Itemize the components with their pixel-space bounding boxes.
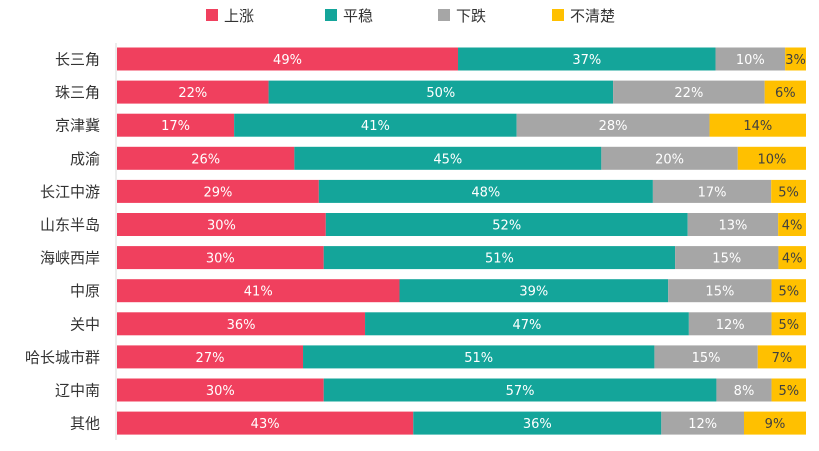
legend-label: 下跌 [456, 7, 486, 25]
legend-swatch [325, 9, 337, 21]
data-label: 50% [426, 86, 455, 101]
category-label: 哈长城市群 [25, 348, 100, 366]
data-label: 43% [251, 417, 280, 432]
data-label: 15% [705, 285, 734, 300]
data-label: 5% [778, 318, 799, 333]
data-label: 17% [161, 119, 190, 134]
legend: 上涨 平稳 下跌 不清楚 [206, 7, 615, 25]
data-label: 30% [206, 384, 235, 399]
category-label: 京津冀 [55, 117, 100, 135]
data-label: 13% [718, 219, 747, 234]
category-label: 成渝 [70, 150, 100, 168]
legend-swatch [438, 9, 450, 21]
legend-swatch [206, 9, 218, 21]
data-label: 51% [485, 252, 514, 267]
data-label: 15% [692, 351, 721, 366]
data-label: 4% [782, 219, 803, 234]
data-label: 49% [273, 53, 302, 68]
data-label: 26% [191, 152, 220, 167]
data-label: 52% [492, 219, 521, 234]
stacked-bar-chart: 上涨 平稳 下跌 不清楚 长三角珠三角京津冀成渝长江中游山东半岛海峡西岸中原关中哈长城… [0, 0, 819, 451]
data-label: 10% [736, 53, 765, 68]
data-label: 7% [772, 351, 793, 366]
data-label: 14% [743, 119, 772, 134]
data-label: 28% [599, 119, 628, 134]
data-label: 4% [782, 252, 803, 267]
data-label: 22% [178, 86, 207, 101]
category-label: 山东半岛 [40, 216, 100, 234]
category-label: 长三角 [55, 51, 100, 69]
category-label: 珠三角 [55, 84, 100, 102]
data-label: 45% [433, 152, 462, 167]
data-label: 39% [519, 285, 548, 300]
data-label: 5% [778, 384, 799, 399]
data-label: 41% [244, 285, 273, 300]
legend-label: 平稳 [343, 7, 373, 25]
data-label: 12% [688, 417, 717, 432]
data-label: 57% [506, 384, 535, 399]
data-label: 29% [203, 185, 232, 200]
data-label: 51% [464, 351, 493, 366]
bars: 49% 37% 10% 3% 22% 50% 22% 6% 17% 41% 28% 14% 26% 45%… [117, 48, 806, 435]
category-label: 长江中游 [40, 183, 100, 201]
category-label: 海峡西岸 [40, 249, 100, 267]
data-label: 5% [778, 185, 799, 200]
category-label: 辽中南 [55, 382, 100, 400]
data-label: 9% [765, 417, 786, 432]
data-label: 6% [775, 86, 796, 101]
data-label: 36% [523, 417, 552, 432]
data-label: 8% [734, 384, 755, 399]
data-label: 37% [572, 53, 601, 68]
data-label: 10% [757, 152, 786, 167]
data-label: 15% [712, 252, 741, 267]
data-label: 17% [698, 185, 727, 200]
category-label: 关中 [70, 315, 100, 333]
category-label: 其他 [70, 415, 100, 433]
data-label: 27% [196, 351, 225, 366]
data-label: 47% [513, 318, 542, 333]
data-label: 5% [778, 285, 799, 300]
data-label: 48% [471, 185, 500, 200]
data-label: 30% [207, 219, 236, 234]
data-label: 30% [206, 252, 235, 267]
data-label: 41% [361, 119, 390, 134]
data-label: 12% [716, 318, 745, 333]
data-label: 20% [655, 152, 684, 167]
data-label: 36% [227, 318, 256, 333]
legend-label: 不清楚 [570, 7, 615, 25]
legend-swatch [552, 9, 564, 21]
category-label: 中原 [70, 282, 100, 300]
data-label: 3% [785, 53, 806, 68]
data-label: 22% [674, 86, 703, 101]
legend-label: 上涨 [224, 7, 254, 25]
